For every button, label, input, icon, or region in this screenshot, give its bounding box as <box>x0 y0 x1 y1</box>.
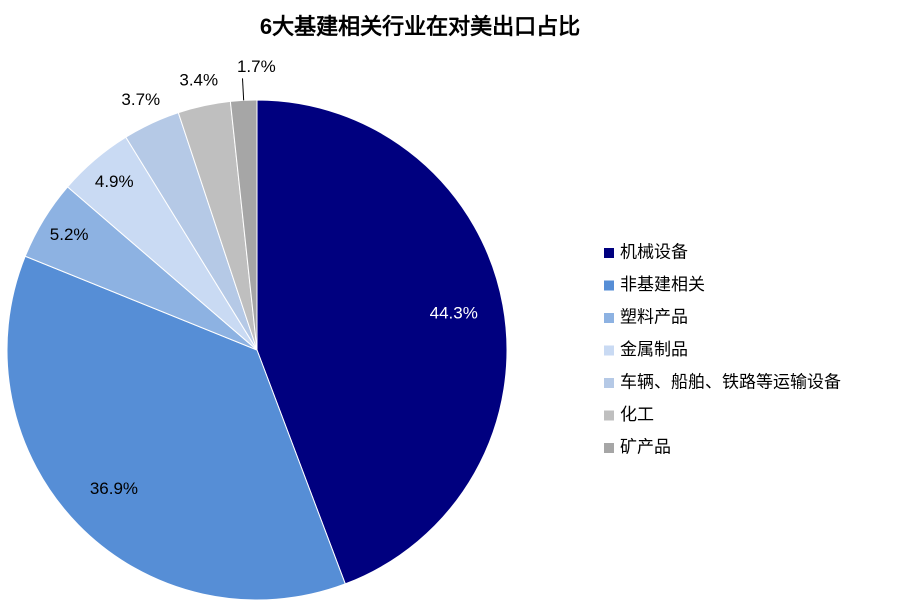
legend-swatch <box>604 280 614 291</box>
legend-label: 金属制品 <box>620 340 688 359</box>
data-label: 1.7% <box>237 57 276 76</box>
legend-label: 塑料产品 <box>620 307 688 326</box>
legend-swatch <box>604 443 614 453</box>
pie-slice <box>256 99 508 585</box>
legend-swatch <box>604 378 614 388</box>
data-label: 36.9% <box>90 479 138 498</box>
legend-swatch <box>604 410 614 421</box>
legend-swatch <box>604 345 614 356</box>
data-label: 3.4% <box>179 71 218 90</box>
legend-label: 机械设备 <box>620 242 688 261</box>
data-label: 44.3% <box>430 304 478 323</box>
legend-label: 车辆、船舶、铁路等运输设备 <box>620 372 841 391</box>
data-label: 3.7% <box>121 90 160 109</box>
legend-label: 矿产品 <box>620 437 671 456</box>
leader-line <box>241 78 245 101</box>
data-label: 5.2% <box>50 225 89 244</box>
legend-swatch <box>604 248 614 258</box>
legend-label: 非基建相关 <box>620 275 705 294</box>
pie-slice <box>6 255 346 601</box>
data-label: 4.9% <box>95 172 134 191</box>
legend-label: 化工 <box>620 405 654 424</box>
chart-title: 6大基建相关行业在对美出口占比 <box>260 14 580 39</box>
legend-swatch <box>604 313 614 323</box>
pie-slice <box>229 99 258 351</box>
